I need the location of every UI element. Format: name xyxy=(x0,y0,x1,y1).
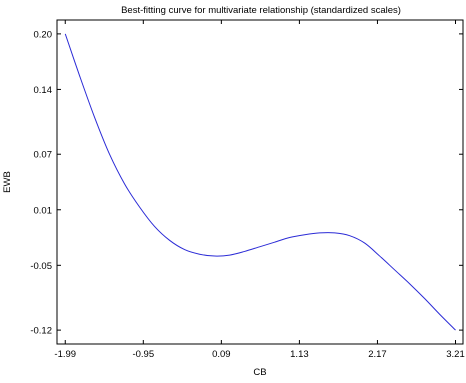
x-tick-label: -0.95 xyxy=(132,349,154,360)
y-tick-label: -0.05 xyxy=(30,261,52,272)
y-tick-label: 0.14 xyxy=(34,85,53,96)
x-tick-label: 0.09 xyxy=(212,349,231,360)
data-line xyxy=(64,33,456,331)
x-tick-label: -1.99 xyxy=(54,349,76,360)
x-tick-label: 2.17 xyxy=(368,349,387,360)
y-tick-label: 0.01 xyxy=(34,205,53,216)
x-tick-label: 1.13 xyxy=(290,349,309,360)
y-tick-label: 0.20 xyxy=(34,29,53,40)
ticks-layer: -1.99 -0.95 0.09 1.13 2.17 3.21 0.20 0.14 0.07 0.… xyxy=(30,20,465,360)
x-axis-label: CB xyxy=(253,367,266,378)
y-axis-label: EWB xyxy=(2,171,13,193)
y-tick-label: -0.12 xyxy=(30,326,52,337)
y-tick-label: 0.07 xyxy=(34,150,53,161)
plot-frame xyxy=(56,19,464,345)
x-tick-label: 3.21 xyxy=(446,349,465,360)
chart-title: Best-fitting curve for multivariate rela… xyxy=(121,5,401,16)
